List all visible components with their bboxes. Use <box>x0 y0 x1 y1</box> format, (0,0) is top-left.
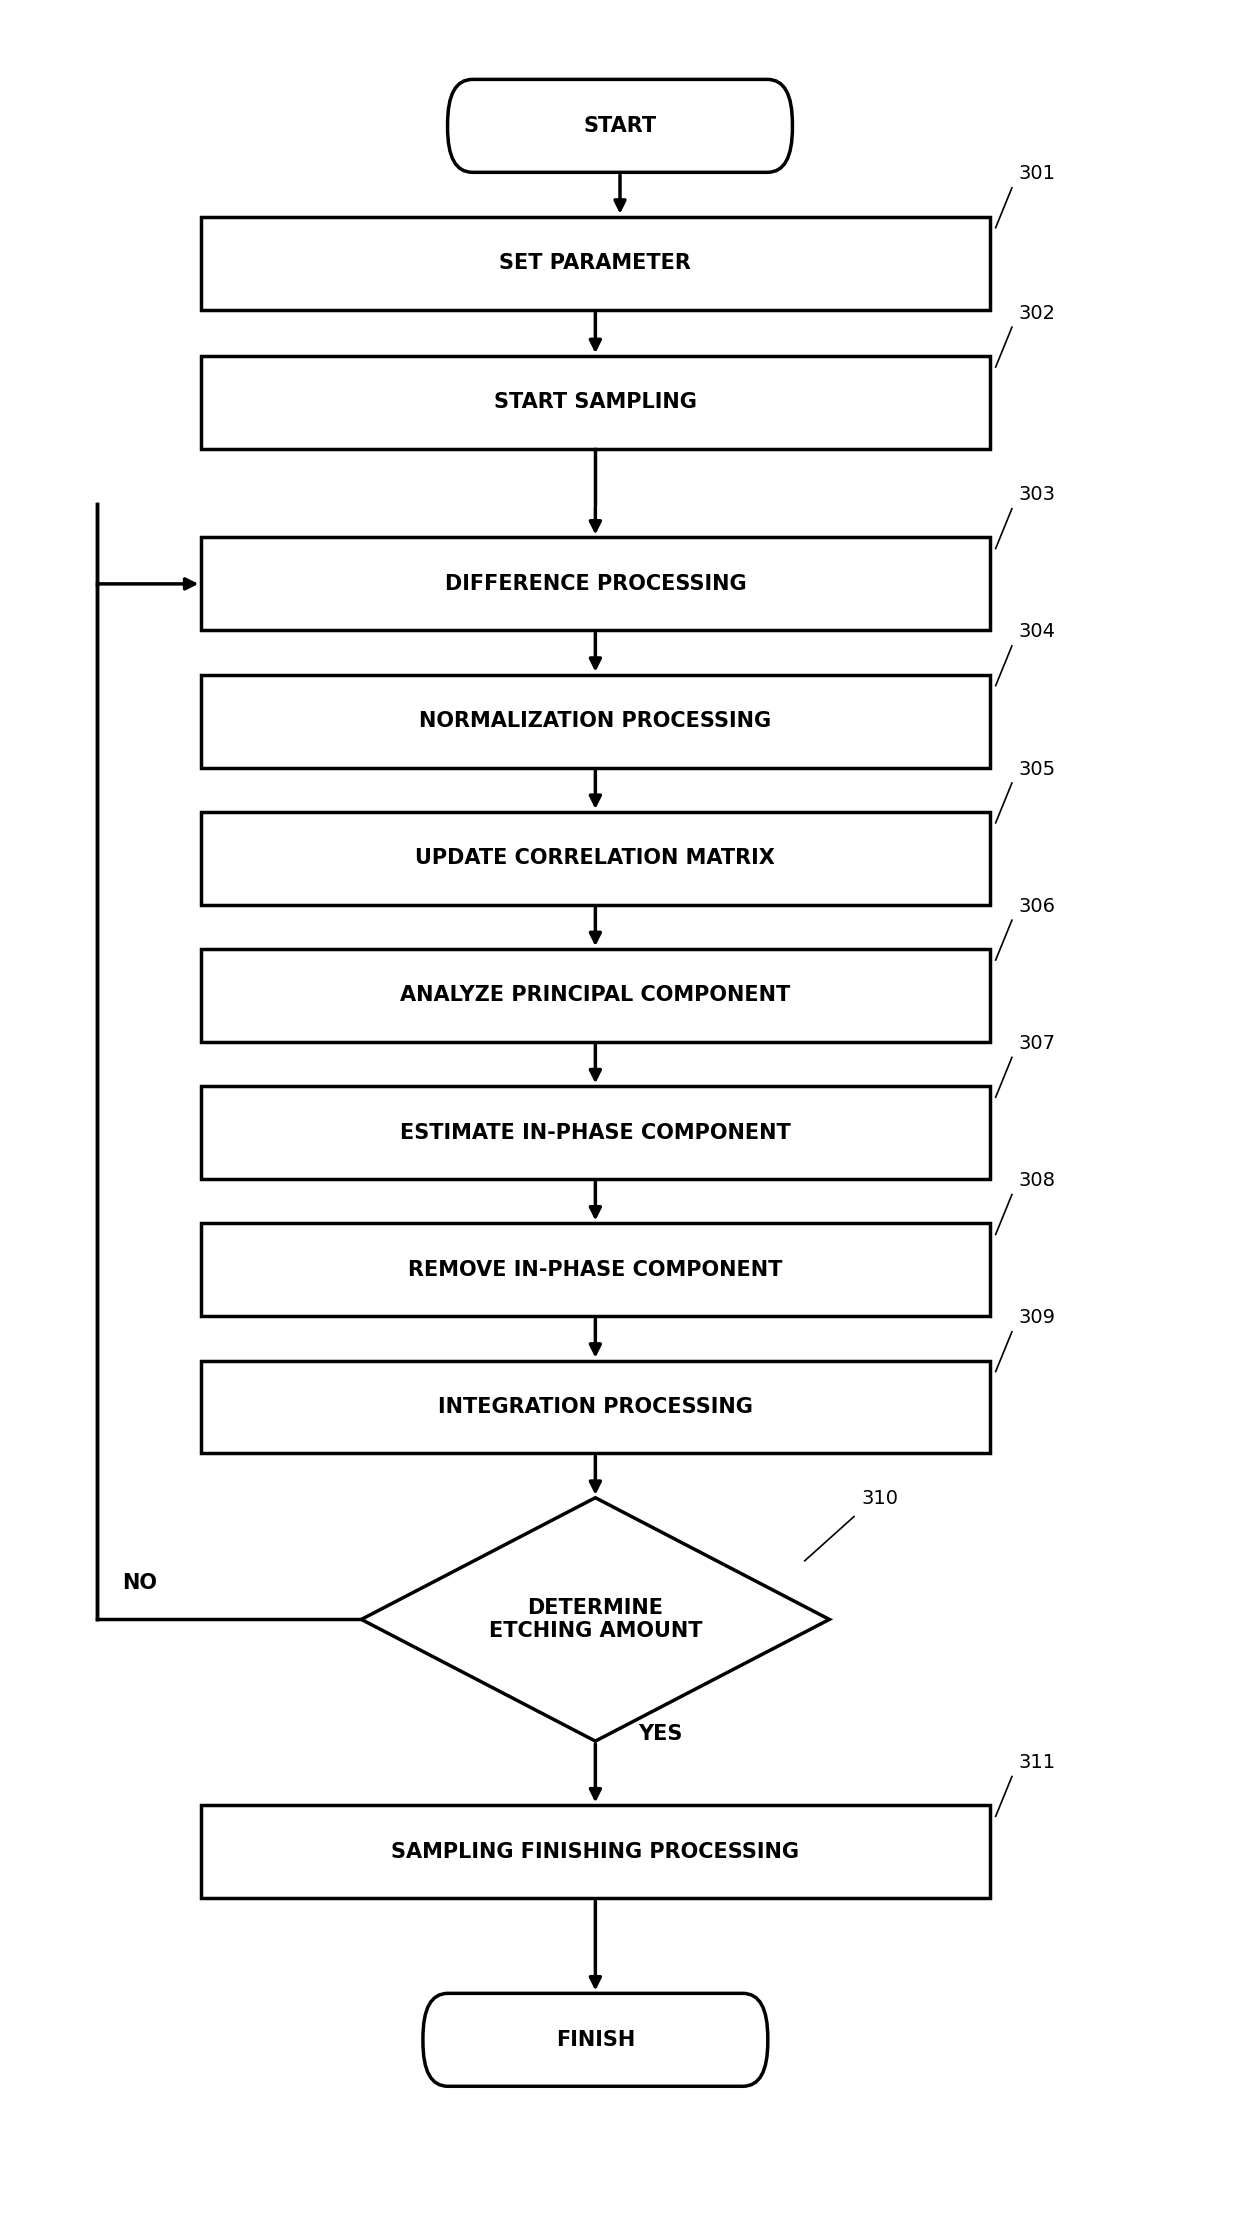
Text: DETERMINE
ETCHING AMOUNT: DETERMINE ETCHING AMOUNT <box>489 1597 702 1641</box>
Text: DIFFERENCE PROCESSING: DIFFERENCE PROCESSING <box>445 573 746 593</box>
Text: SAMPLING FINISHING PROCESSING: SAMPLING FINISHING PROCESSING <box>392 1841 800 1861</box>
Text: ANALYZE PRINCIPAL COMPONENT: ANALYZE PRINCIPAL COMPONENT <box>401 986 790 1006</box>
Text: 307: 307 <box>1018 1035 1055 1053</box>
Text: REMOVE IN-PHASE COMPONENT: REMOVE IN-PHASE COMPONENT <box>408 1259 782 1279</box>
Text: INTEGRATION PROCESSING: INTEGRATION PROCESSING <box>438 1397 753 1417</box>
Text: 310: 310 <box>862 1488 899 1508</box>
Text: 305: 305 <box>1018 760 1055 780</box>
Text: UPDATE CORRELATION MATRIX: UPDATE CORRELATION MATRIX <box>415 848 775 868</box>
Text: 306: 306 <box>1018 897 1055 915</box>
FancyBboxPatch shape <box>423 1994 768 2086</box>
Text: 302: 302 <box>1018 304 1055 322</box>
Polygon shape <box>361 1497 830 1741</box>
Bar <box>201 675 990 768</box>
Bar <box>201 1806 990 1899</box>
Text: YES: YES <box>639 1723 683 1743</box>
Text: 301: 301 <box>1018 164 1055 184</box>
Text: 309: 309 <box>1018 1308 1055 1328</box>
Bar <box>201 1086 990 1179</box>
Text: 308: 308 <box>1018 1170 1055 1190</box>
Text: ESTIMATE IN-PHASE COMPONENT: ESTIMATE IN-PHASE COMPONENT <box>401 1122 791 1142</box>
Bar <box>201 218 990 309</box>
Text: START: START <box>584 115 656 135</box>
Bar <box>201 537 990 631</box>
Text: NORMALIZATION PROCESSING: NORMALIZATION PROCESSING <box>419 711 771 731</box>
Bar <box>201 1224 990 1317</box>
Bar <box>201 948 990 1042</box>
Text: START SAMPLING: START SAMPLING <box>494 393 697 413</box>
Text: FINISH: FINISH <box>556 2030 635 2050</box>
Text: 303: 303 <box>1018 484 1055 504</box>
Text: 311: 311 <box>1018 1752 1055 1772</box>
Bar <box>201 813 990 904</box>
FancyBboxPatch shape <box>448 80 792 173</box>
Text: NO: NO <box>123 1572 157 1592</box>
Bar <box>201 355 990 449</box>
Text: 304: 304 <box>1018 622 1055 642</box>
Bar <box>201 1361 990 1453</box>
Text: SET PARAMETER: SET PARAMETER <box>500 253 692 273</box>
